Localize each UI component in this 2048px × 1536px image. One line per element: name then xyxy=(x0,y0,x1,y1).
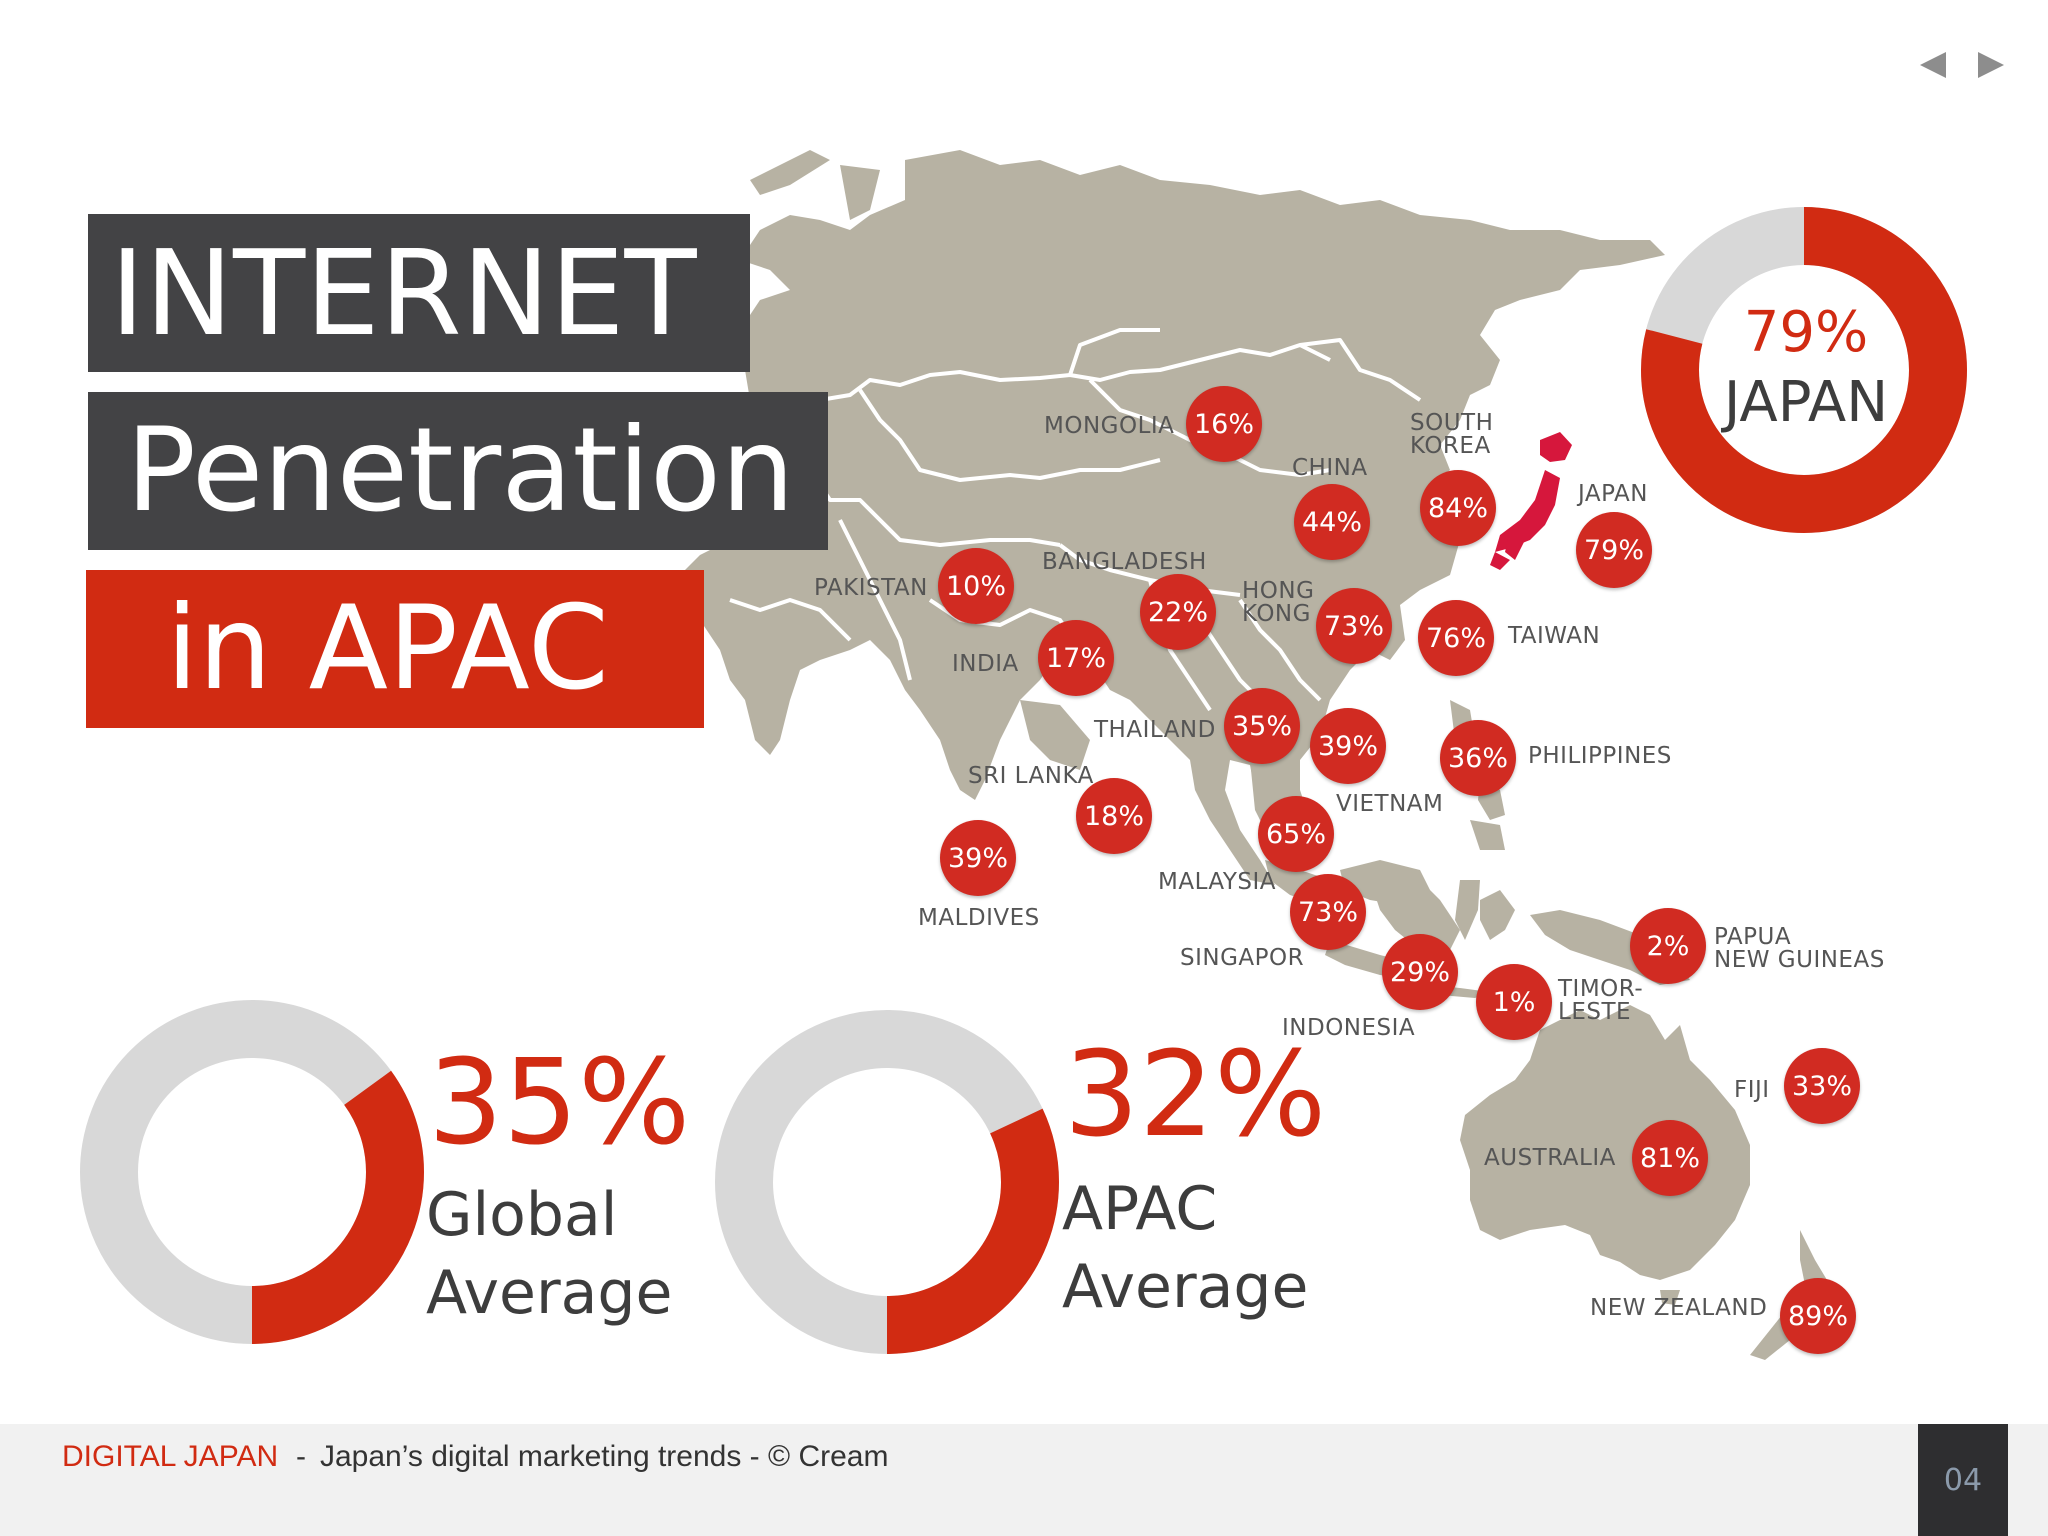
label-fiji: FIJI xyxy=(1734,1077,1770,1103)
bubble-maldives: 39% xyxy=(940,820,1016,896)
japan-donut-label: JAPAN xyxy=(1723,370,1889,435)
bubble-vietnam: 39% xyxy=(1310,708,1386,784)
label-china: CHINA xyxy=(1292,455,1368,481)
bubble-australia: 81% xyxy=(1632,1120,1708,1196)
australia-landmass xyxy=(1460,1005,1750,1280)
asia-landmass xyxy=(680,150,1665,885)
page-number: 04 xyxy=(1918,1424,2008,1536)
bubble-india: 17% xyxy=(1038,620,1114,696)
prev-slide-button[interactable] xyxy=(1916,48,1950,82)
japan-donut-value: 79% xyxy=(1743,300,1869,365)
bubble-pakistan: 10% xyxy=(938,548,1014,624)
title-line-apac: in APAC xyxy=(86,570,704,728)
label-new-zealand: NEW ZEALAND xyxy=(1590,1295,1768,1321)
bubble-philippines: 36% xyxy=(1440,720,1516,796)
japan-highlight xyxy=(1490,432,1572,570)
label-timor-leste: TIMOR- LESTE xyxy=(1558,976,1644,1025)
label-mongolia: MONGOLIA xyxy=(1044,413,1175,439)
label-sri-lanka: SRI LANKA xyxy=(968,763,1094,789)
japan-donut xyxy=(1641,207,1967,533)
bubble-china: 44% xyxy=(1294,484,1370,560)
label-singapore: SINGAPOR xyxy=(1180,945,1305,971)
bubble-papua-new-guinea: 2% xyxy=(1630,908,1706,984)
footer-brand: DIGITAL JAPAN xyxy=(62,1440,279,1473)
bubble-hong-kong: 73% xyxy=(1316,588,1392,664)
label-taiwan: TAIWAN xyxy=(1508,623,1601,649)
bubble-bangladesh: 22% xyxy=(1140,574,1216,650)
triangle-left-icon xyxy=(1920,52,1946,78)
global-average-donut xyxy=(80,1000,424,1344)
label-south-korea: SOUTH KOREA xyxy=(1410,410,1494,459)
bubble-singapore: 73% xyxy=(1290,874,1366,950)
bubble-fiji: 33% xyxy=(1784,1048,1860,1124)
next-slide-button[interactable] xyxy=(1974,48,2008,82)
label-bangladesh: BANGLADESH xyxy=(1042,549,1207,575)
bubble-south-korea: 84% xyxy=(1420,470,1496,546)
title-line-internet: INTERNET xyxy=(88,214,750,372)
label-india: INDIA xyxy=(952,651,1019,677)
apac-average-donut xyxy=(715,1010,1059,1354)
footer-caption: Japan’s digital marketing trends - © Cre… xyxy=(320,1440,889,1473)
label-malaysia: MALAYSIA xyxy=(1158,869,1277,895)
label-papua-new-guinea: PAPUA NEW GUINEAS xyxy=(1714,924,1885,973)
bubble-sri-lanka: 18% xyxy=(1076,778,1152,854)
bubble-taiwan: 76% xyxy=(1418,600,1494,676)
footer-separator: - xyxy=(296,1440,306,1473)
footer-bar xyxy=(0,1424,2048,1536)
label-maldives: MALDIVES xyxy=(918,905,1040,931)
label-japan: JAPAN xyxy=(1578,481,1648,507)
apac-average-label: APAC Average xyxy=(1062,1174,1309,1322)
label-vietnam: VIETNAM xyxy=(1336,791,1444,817)
bubble-new-zealand: 89% xyxy=(1780,1278,1856,1354)
label-indonesia: INDONESIA xyxy=(1282,1015,1416,1041)
bubble-thailand: 35% xyxy=(1224,688,1300,764)
label-philippines: PHILIPPINES xyxy=(1528,743,1672,769)
bubble-indonesia: 29% xyxy=(1382,934,1458,1010)
label-australia: AUSTRALIA xyxy=(1484,1145,1616,1171)
label-hong-kong: HONG KONG xyxy=(1242,578,1315,627)
bubble-japan: 79% xyxy=(1576,512,1652,588)
label-pakistan: PAKISTAN xyxy=(814,575,928,601)
bubble-mongolia: 16% xyxy=(1186,386,1262,462)
label-thailand: THAILAND xyxy=(1094,717,1216,743)
global-average-value: 35% xyxy=(428,1033,691,1171)
apac-average-value: 32% xyxy=(1064,1025,1327,1163)
global-average-label: Global Average xyxy=(426,1180,673,1328)
triangle-right-icon xyxy=(1978,52,2004,78)
bubble-malaysia: 65% xyxy=(1258,796,1334,872)
title-line-penetration: Penetration xyxy=(88,392,828,550)
bubble-timor-leste: 1% xyxy=(1476,964,1552,1040)
